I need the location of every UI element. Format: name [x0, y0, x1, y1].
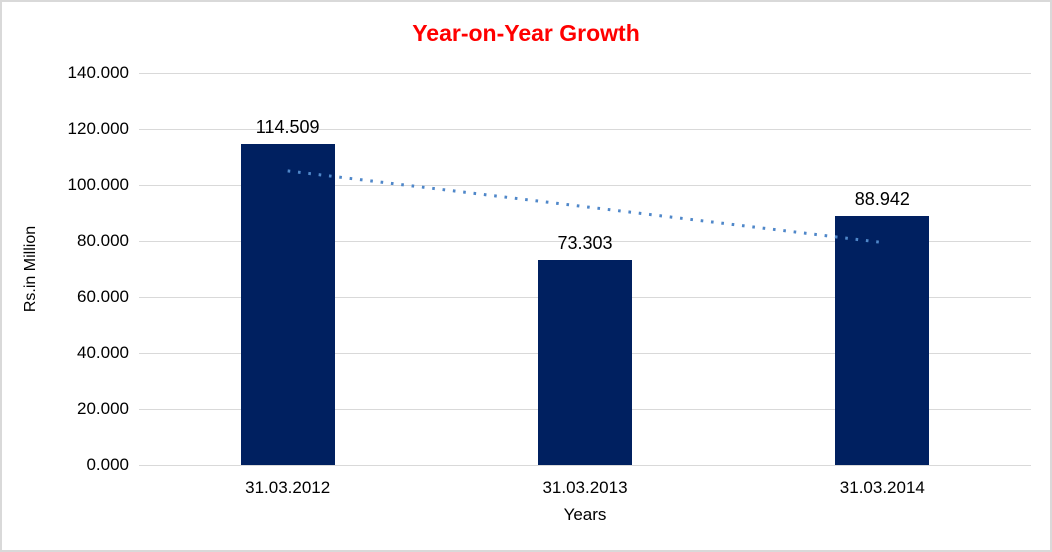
y-tick-label: 40.000	[77, 343, 129, 362]
x-axis-title: Years	[563, 505, 607, 524]
bar-value-label: 114.509	[255, 117, 320, 138]
y-tick-label: 60.000	[77, 287, 129, 306]
bar	[835, 215, 930, 465]
bar-value-label: 73.303	[557, 232, 613, 253]
y-tick-label: 80.000	[77, 231, 129, 250]
gridline	[139, 73, 1031, 74]
x-tick-label: 31.03.2013	[542, 478, 628, 497]
y-axis-title: Rs.in Million	[18, 73, 44, 465]
bar-value-label: 88.942	[854, 188, 910, 209]
bar	[240, 144, 335, 465]
y-tick-label: 100.000	[67, 175, 129, 194]
gridline	[139, 465, 1031, 466]
plot-area: 0.000 20.000 40.000 60.000 80.000 100.000 120.…	[68, 63, 1031, 497]
y-tick-label: 20.000	[77, 399, 129, 418]
y-tick-label: 120.000	[67, 119, 129, 138]
trendline	[287, 169, 883, 244]
y-tick-label: 140.000	[67, 63, 129, 82]
gridline	[139, 129, 1031, 130]
chart-title: Year-on-Year Growth	[412, 20, 640, 46]
x-tick-label: 31.03.2012	[245, 478, 331, 497]
y-axis-title-text: Rs.in Million	[22, 225, 39, 313]
y-tick-label: 0.000	[86, 455, 129, 474]
x-tick-label: 31.03.2014	[839, 478, 925, 497]
bar	[538, 259, 632, 465]
